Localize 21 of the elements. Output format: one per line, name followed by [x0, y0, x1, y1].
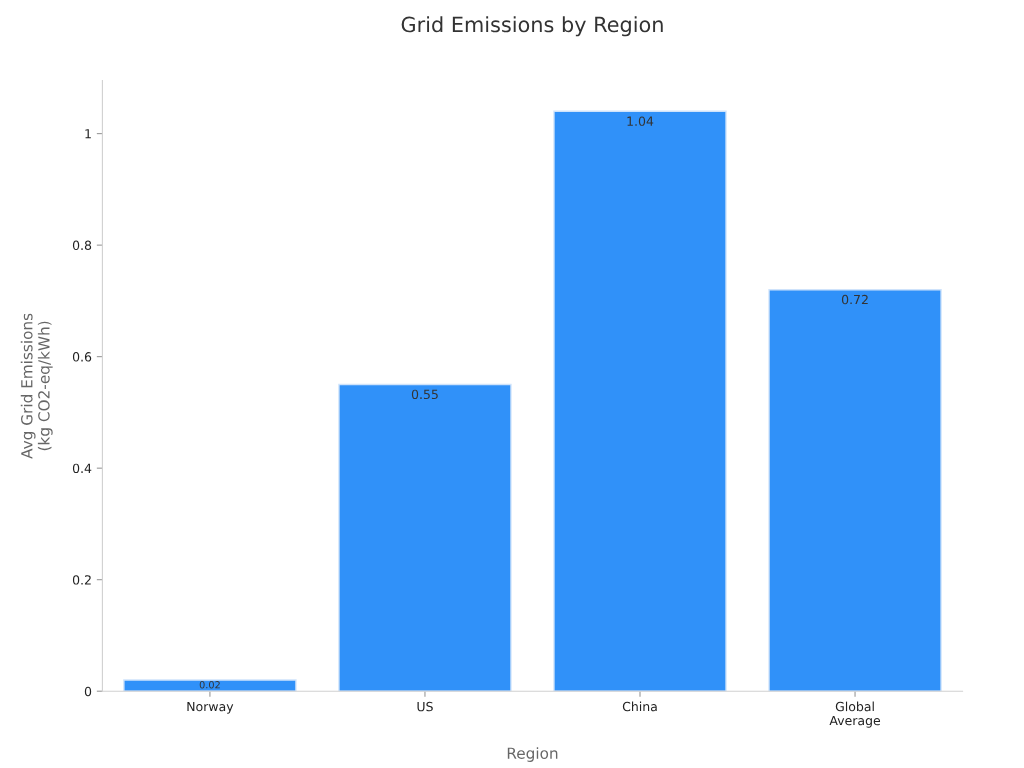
y-tick-label: 0.6 [72, 352, 92, 362]
x-tick-label: Norway [187, 702, 234, 714]
bar [123, 679, 297, 692]
bar [553, 110, 727, 692]
y-tick-label: 0 [84, 686, 92, 697]
data-label: 0.55 [411, 389, 438, 400]
y-tick-label: 1 [85, 129, 91, 139]
x-tick-label: US [417, 701, 433, 712]
data-label: 1.04 [627, 116, 654, 126]
chart-title: Grid Emissions by Region [401, 16, 663, 37]
y-axis-title: Avg Grid Emissions (kg CO2-eq/kWh) [20, 313, 53, 459]
bar [338, 383, 512, 692]
data-label: 0.72 [841, 294, 868, 305]
y-tick-label: 0.8 [72, 240, 92, 251]
x-axis-title: Region [507, 747, 558, 762]
y-tick-label: 0.4 [72, 463, 92, 474]
y-tick-label: 0.2 [72, 575, 91, 585]
x-tick-label: Global Average [829, 701, 881, 728]
x-tick-label: China [622, 701, 657, 712]
bar [768, 289, 942, 692]
data-label: 0.02 [199, 681, 220, 689]
